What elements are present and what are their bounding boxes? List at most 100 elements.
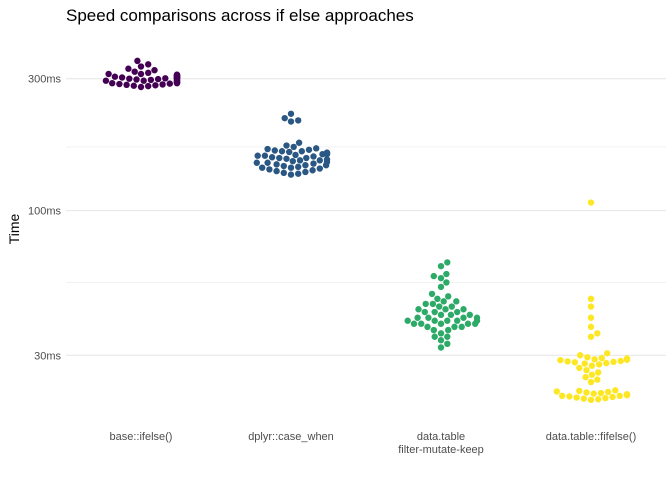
data-point <box>603 359 610 367</box>
data-point <box>295 139 303 146</box>
data-point <box>587 295 595 303</box>
data-point <box>582 373 589 381</box>
data-point <box>445 326 452 334</box>
data-point <box>283 155 290 162</box>
data-point <box>587 199 595 206</box>
data-point <box>617 357 624 365</box>
data-point <box>323 156 331 163</box>
data-point <box>448 303 455 310</box>
data-point <box>444 259 451 266</box>
data-point <box>610 358 617 366</box>
data-point <box>296 157 304 164</box>
data-point <box>577 352 584 359</box>
data-point <box>310 153 317 160</box>
data-point <box>557 356 564 364</box>
data-point <box>598 354 605 362</box>
data-point <box>280 169 287 177</box>
data-point <box>451 323 458 331</box>
data-point <box>454 308 461 316</box>
data-point <box>289 157 296 165</box>
data-point <box>437 344 445 351</box>
data-point <box>597 389 605 397</box>
data-point <box>590 390 597 397</box>
data-point <box>166 80 173 87</box>
data-point <box>576 364 583 372</box>
data-point <box>287 118 295 125</box>
data-points <box>102 57 631 404</box>
data-point <box>437 262 445 270</box>
data-point <box>571 359 578 366</box>
data-point <box>145 82 152 90</box>
data-point <box>594 376 601 383</box>
data-point <box>437 330 445 337</box>
data-point <box>609 393 616 401</box>
x-tick-label: base::ifelse() <box>110 431 173 443</box>
data-point <box>418 320 425 327</box>
data-point <box>447 311 455 319</box>
y-tick-label: 100ms <box>28 206 62 218</box>
data-point <box>137 70 145 78</box>
data-point <box>123 81 130 89</box>
data-point <box>437 337 445 344</box>
data-point <box>576 387 583 395</box>
data-point <box>283 142 290 149</box>
data-point <box>133 76 140 83</box>
data-point <box>583 366 590 374</box>
data-point <box>473 314 481 321</box>
x-axis-tick-labels: base::ifelse() dplyr::case_when data.table… <box>110 431 637 456</box>
data-point <box>130 82 137 89</box>
data-point <box>134 57 141 65</box>
data-point <box>430 272 437 280</box>
data-point <box>415 306 422 313</box>
data-point <box>154 75 162 83</box>
data-point <box>595 361 603 368</box>
data-point <box>458 323 465 331</box>
data-point <box>437 283 445 291</box>
data-point <box>316 157 323 164</box>
data-point <box>266 166 273 173</box>
data-point <box>443 270 450 278</box>
data-point <box>147 76 155 84</box>
data-point <box>404 317 411 324</box>
data-point <box>268 154 276 161</box>
data-point <box>430 326 437 334</box>
data-point <box>105 70 112 78</box>
data-point <box>259 164 266 171</box>
data-point <box>287 164 295 171</box>
data-point <box>623 390 631 398</box>
data-point <box>602 394 609 402</box>
data-point <box>264 159 271 166</box>
data-point <box>118 74 126 81</box>
data-point <box>276 154 283 162</box>
data-point <box>287 110 295 117</box>
data-point <box>295 163 302 171</box>
data-point <box>137 83 145 91</box>
data-point <box>594 330 601 337</box>
data-point <box>453 298 460 305</box>
data-point <box>437 274 445 282</box>
data-point <box>591 356 598 363</box>
data-point <box>564 358 571 365</box>
y-tick-label: 30ms <box>34 350 61 362</box>
data-point <box>444 317 451 324</box>
data-point <box>316 165 323 172</box>
data-point <box>281 114 288 122</box>
data-point <box>295 117 302 124</box>
data-point <box>278 148 286 155</box>
data-point <box>604 350 611 357</box>
x-tick-label: dplyr::case_when <box>248 431 334 443</box>
data-point <box>173 71 181 78</box>
x-tick-label: data.table <box>417 431 465 443</box>
data-point <box>464 320 472 327</box>
data-point <box>553 388 560 395</box>
data-point <box>580 395 587 402</box>
grid-lines <box>66 78 666 356</box>
data-point <box>162 75 169 82</box>
data-point <box>410 320 418 327</box>
data-point <box>595 396 602 403</box>
data-point <box>444 333 451 340</box>
x-tick-label: data.table::fifelse() <box>546 431 637 443</box>
data-point <box>623 355 631 362</box>
data-point <box>587 378 595 386</box>
data-point <box>280 162 287 170</box>
